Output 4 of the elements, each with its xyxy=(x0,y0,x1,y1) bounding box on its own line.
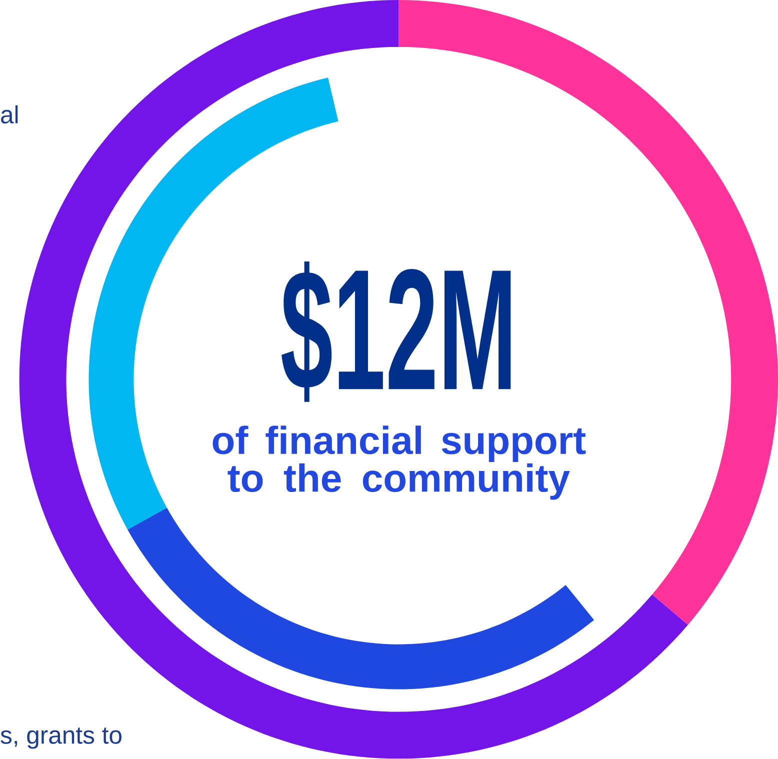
text: of financial support to the community xyxy=(212,426,586,500)
text: al xyxy=(1,105,18,124)
text: s, grants to xyxy=(0,728,122,749)
text: $12M xyxy=(282,262,511,402)
